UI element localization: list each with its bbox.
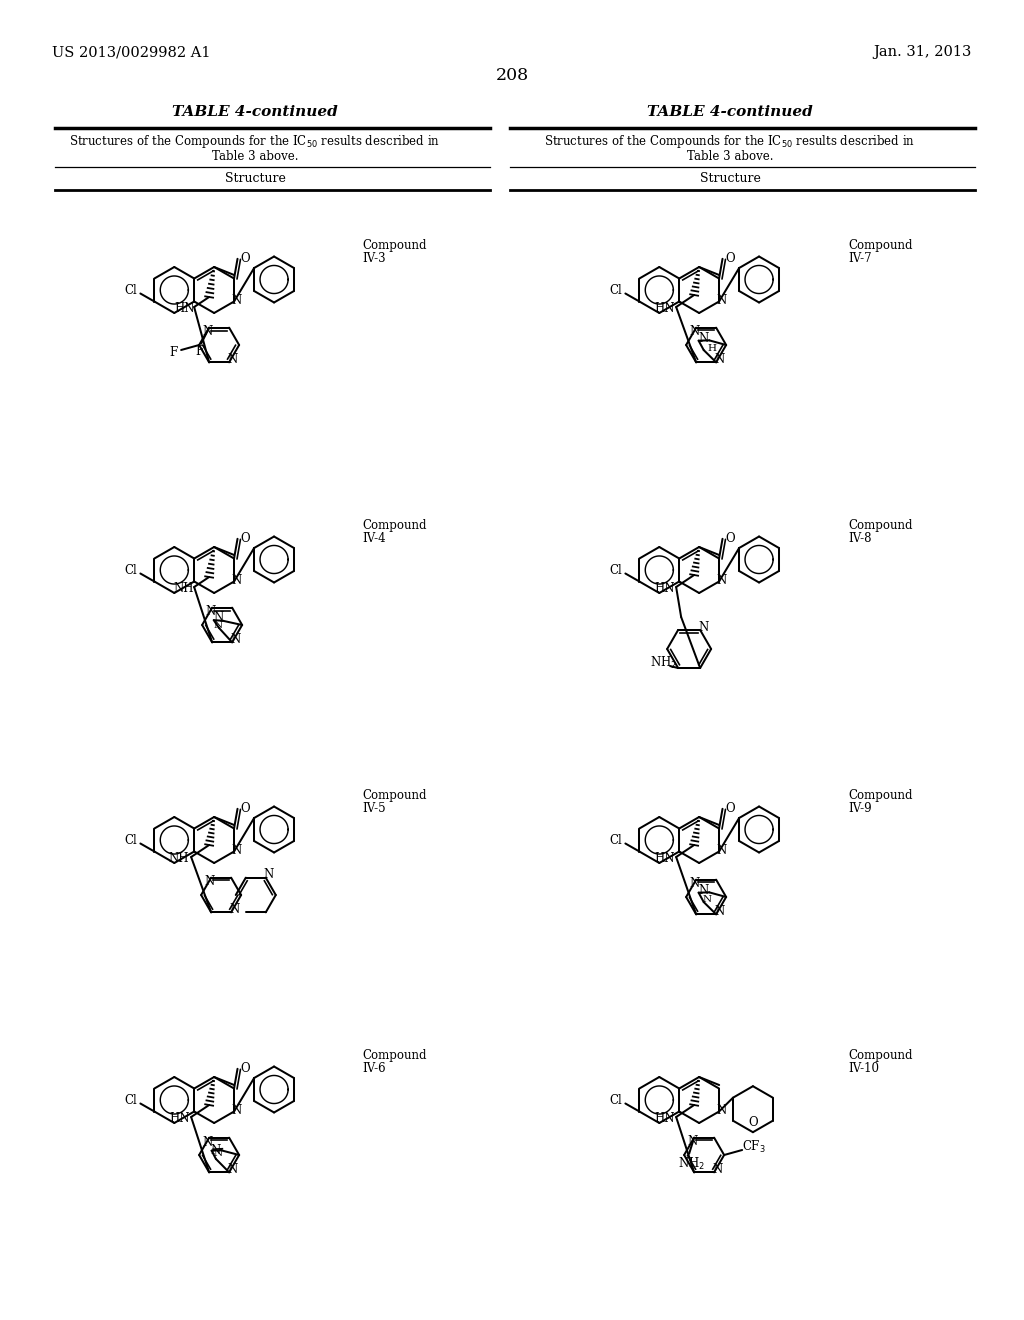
- Text: N: N: [202, 1137, 212, 1150]
- Text: N: N: [231, 843, 242, 857]
- Text: NH$_2$: NH$_2$: [678, 1155, 705, 1172]
- Text: Compound: Compound: [362, 519, 427, 532]
- Text: O: O: [241, 1063, 250, 1076]
- Text: HN: HN: [654, 1113, 675, 1126]
- Text: N: N: [698, 333, 709, 345]
- Text: Structures of the Compounds for the IC$_{50}$ results described in: Structures of the Compounds for the IC$_…: [545, 133, 915, 150]
- Text: N: N: [716, 294, 726, 308]
- Text: N: N: [263, 869, 273, 882]
- Text: Cl: Cl: [609, 564, 622, 577]
- Text: N: N: [205, 605, 215, 618]
- Text: N: N: [229, 903, 240, 916]
- Text: Cl: Cl: [124, 834, 137, 847]
- Text: TABLE 4-continued: TABLE 4-continued: [172, 106, 338, 119]
- Text: N: N: [698, 884, 709, 898]
- Text: TABLE 4-continued: TABLE 4-continued: [647, 106, 813, 119]
- Text: IV-8: IV-8: [848, 532, 871, 545]
- Text: O: O: [726, 803, 735, 816]
- Text: NH: NH: [174, 582, 195, 595]
- Text: IV-7: IV-7: [848, 252, 871, 265]
- Text: Compound: Compound: [848, 1048, 912, 1061]
- Text: N: N: [214, 611, 224, 623]
- Text: O: O: [726, 532, 735, 545]
- Text: N: N: [716, 843, 726, 857]
- Text: IV-9: IV-9: [848, 803, 871, 816]
- Text: O: O: [241, 803, 250, 816]
- Text: N: N: [227, 352, 238, 366]
- Text: Compound: Compound: [848, 788, 912, 801]
- Text: O: O: [241, 532, 250, 545]
- Text: HN: HN: [169, 1113, 189, 1126]
- Text: Table 3 above.: Table 3 above.: [687, 149, 773, 162]
- Text: Compound: Compound: [362, 788, 427, 801]
- Text: US 2013/0029982 A1: US 2013/0029982 A1: [52, 45, 211, 59]
- Text: Jan. 31, 2013: Jan. 31, 2013: [873, 45, 972, 59]
- Text: IV-4: IV-4: [362, 532, 386, 545]
- Text: Cl: Cl: [124, 1094, 137, 1107]
- Text: O: O: [726, 252, 735, 265]
- Text: Cl: Cl: [609, 834, 622, 847]
- Text: Cl: Cl: [609, 284, 622, 297]
- Text: N: N: [231, 294, 242, 308]
- Text: NH$_2$: NH$_2$: [649, 655, 677, 671]
- Text: IV-3: IV-3: [362, 252, 386, 265]
- Text: O: O: [241, 252, 250, 265]
- Text: F: F: [195, 345, 203, 358]
- Text: HN: HN: [654, 302, 675, 315]
- Text: IV-6: IV-6: [362, 1063, 386, 1076]
- Text: Table 3 above.: Table 3 above.: [212, 149, 298, 162]
- Text: F: F: [169, 346, 177, 359]
- Text: N: N: [702, 895, 712, 904]
- Text: N: N: [716, 1104, 726, 1117]
- Text: IV-10: IV-10: [848, 1063, 879, 1076]
- Text: Structures of the Compounds for the IC$_{50}$ results described in: Structures of the Compounds for the IC$_…: [70, 133, 440, 150]
- Text: N: N: [689, 325, 699, 338]
- Text: N: N: [716, 574, 726, 587]
- Text: Cl: Cl: [609, 1094, 622, 1107]
- Text: O: O: [749, 1115, 758, 1129]
- Text: Compound: Compound: [848, 519, 912, 532]
- Text: Cl: Cl: [124, 284, 137, 297]
- Text: N: N: [211, 1144, 221, 1158]
- Text: H: H: [708, 345, 717, 352]
- Text: HN: HN: [654, 853, 675, 866]
- Text: N: N: [204, 875, 214, 888]
- Text: NH: NH: [169, 853, 189, 866]
- Text: N: N: [202, 325, 212, 338]
- Text: N: N: [227, 1163, 238, 1176]
- Text: N: N: [231, 574, 242, 587]
- Text: N: N: [230, 632, 241, 645]
- Text: CF$_3$: CF$_3$: [742, 1139, 766, 1155]
- Text: N: N: [687, 1135, 697, 1148]
- Text: N: N: [213, 622, 222, 630]
- Text: N: N: [689, 878, 699, 890]
- Text: HN: HN: [174, 302, 195, 315]
- Text: N: N: [698, 622, 709, 635]
- Text: Compound: Compound: [848, 239, 912, 252]
- Text: N: N: [231, 1104, 242, 1117]
- Text: N: N: [714, 904, 724, 917]
- Text: IV-5: IV-5: [362, 803, 386, 816]
- Text: HN: HN: [654, 582, 675, 595]
- Text: N: N: [714, 352, 724, 366]
- Text: N: N: [213, 1150, 222, 1159]
- Text: Compound: Compound: [362, 1048, 427, 1061]
- Text: N: N: [712, 1163, 722, 1176]
- Text: Structure: Structure: [224, 173, 286, 186]
- Text: Compound: Compound: [362, 239, 427, 252]
- Text: Structure: Structure: [699, 173, 761, 186]
- Text: Cl: Cl: [124, 564, 137, 577]
- Text: 208: 208: [496, 66, 528, 83]
